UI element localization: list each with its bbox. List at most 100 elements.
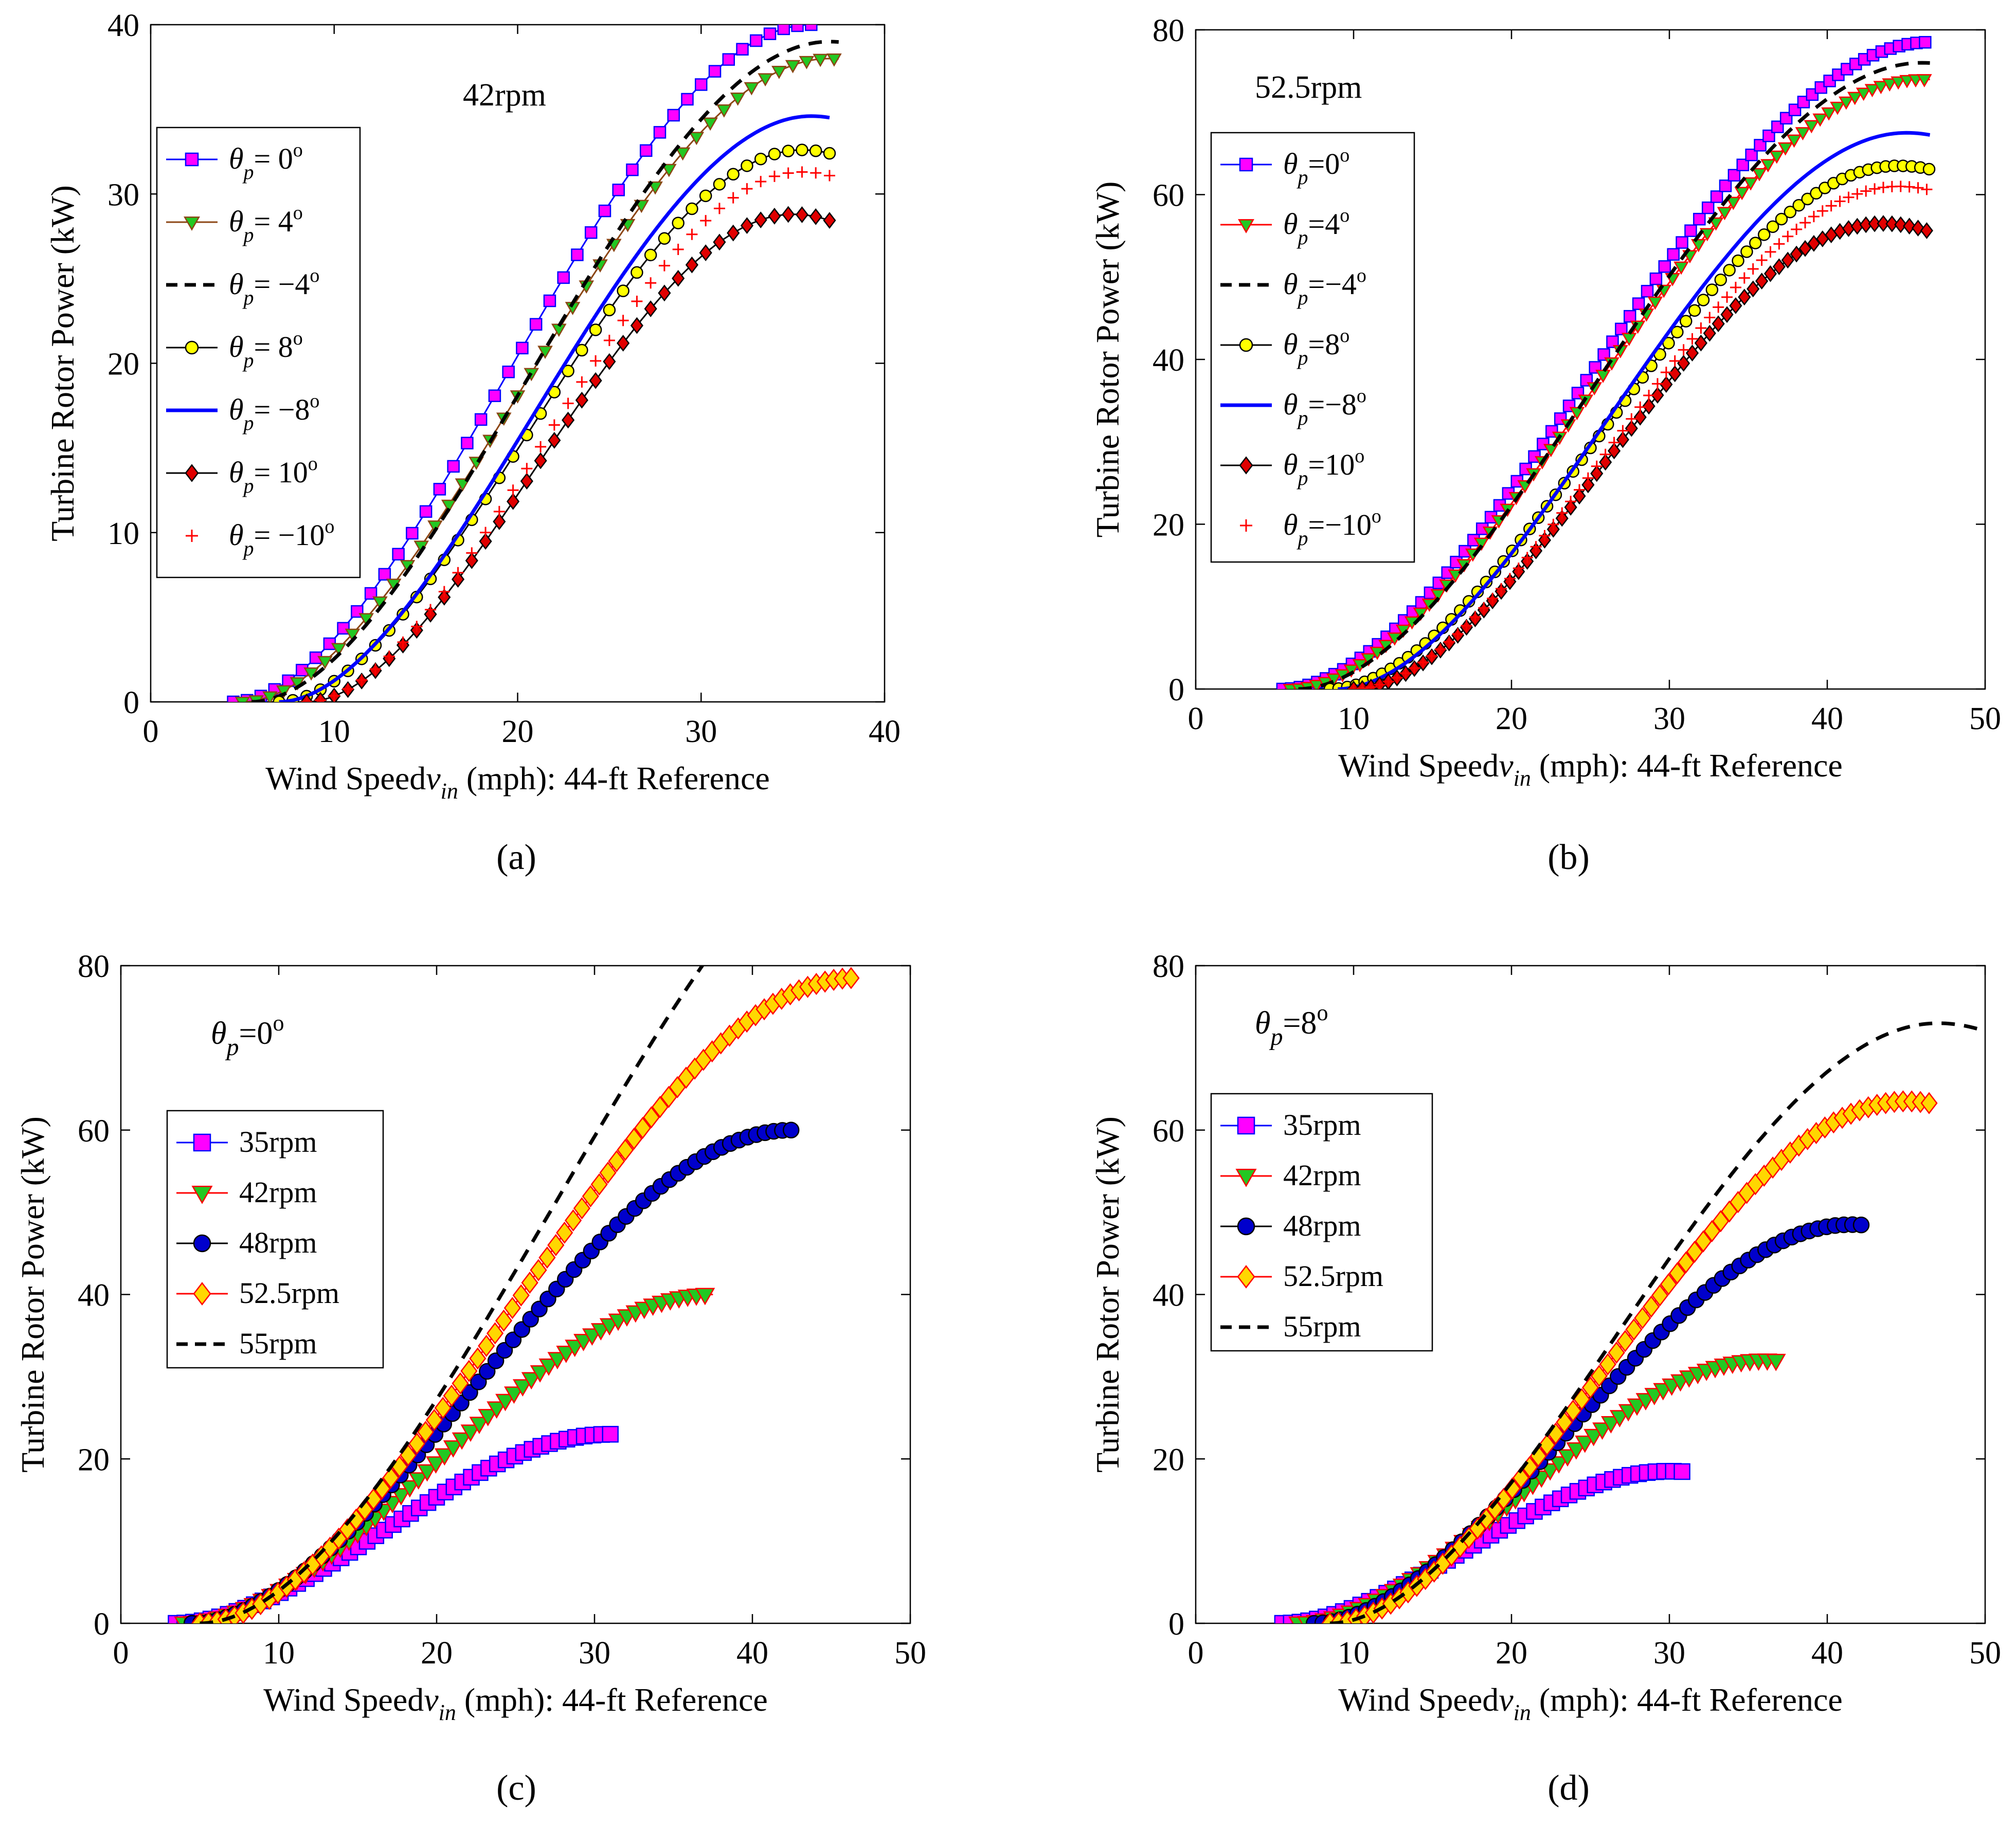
- annotation-symbol: θ: [211, 1016, 226, 1051]
- data-point: [1843, 191, 1855, 203]
- data-point: [598, 204, 611, 218]
- series-line: [251, 40, 839, 702]
- data-point: [314, 694, 326, 702]
- data-point: [1642, 397, 1655, 415]
- data-point: [487, 1401, 507, 1419]
- legend-item: 55rpm: [1220, 1310, 1361, 1343]
- legend-value: =4: [1308, 207, 1340, 241]
- data-point: [1473, 537, 1489, 551]
- legend-label: 48rpm: [239, 1226, 317, 1259]
- annotation-symbol: θ: [1255, 1006, 1270, 1041]
- data-point: [521, 463, 533, 475]
- data-point: [1669, 355, 1681, 367]
- subfigure-caption: (d): [1547, 1768, 1590, 1808]
- data-point: [658, 260, 670, 271]
- data-point: [557, 271, 570, 284]
- data-point: [1343, 664, 1359, 678]
- data-point: [562, 411, 575, 429]
- legend-item: 42rpm: [1220, 1158, 1361, 1192]
- data-point: [460, 1360, 478, 1382]
- data-point: [1705, 283, 1719, 296]
- data-point: [1417, 657, 1429, 668]
- data-point: [1671, 325, 1684, 339]
- data-point: [1834, 195, 1846, 207]
- data-point: [1487, 592, 1499, 604]
- legend-sub: p: [1297, 286, 1308, 309]
- legend-marker: [184, 216, 200, 231]
- data-point: [653, 126, 667, 139]
- data-point: [651, 1096, 669, 1118]
- data-point: [1616, 1330, 1634, 1352]
- data-point: [1581, 1377, 1599, 1399]
- data-point: [465, 552, 478, 569]
- data-point: [1649, 272, 1663, 285]
- data-point: [1609, 1410, 1630, 1427]
- data-point: [507, 484, 519, 496]
- data-point: [461, 437, 474, 449]
- data-point: [1773, 238, 1785, 250]
- data-point: [695, 1288, 715, 1306]
- data-point: [521, 1272, 538, 1294]
- data-point: [1730, 281, 1741, 293]
- x-axis-label-rest: (mph): 44-ft Reference: [1531, 747, 1843, 784]
- legend-item: θp= 8o: [166, 328, 303, 372]
- data-point: [1549, 1456, 1569, 1474]
- y-tick-label: 0: [94, 1607, 110, 1642]
- data-point: [397, 636, 409, 648]
- data-point: [755, 176, 767, 188]
- data-point: [1591, 460, 1603, 472]
- data-point: [495, 1393, 515, 1411]
- data-point: [1356, 682, 1368, 689]
- data-point: [785, 60, 801, 74]
- y-tick-label: 0: [1168, 673, 1184, 708]
- data-point: [1686, 1240, 1703, 1263]
- data-point: [754, 152, 767, 166]
- legend-value: 42rpm: [239, 1175, 317, 1209]
- chart-b: 0 10 20 30 40 50 0 20 40 60 80 Wind Speedvin (mph):…: [1089, 13, 2001, 877]
- data-point: [1582, 472, 1594, 484]
- data-point: [782, 206, 795, 223]
- data-point: [548, 419, 560, 431]
- data-point: [602, 1426, 619, 1443]
- legend-marker: [1239, 157, 1253, 172]
- data-point: [589, 372, 602, 389]
- data-point: [823, 170, 835, 182]
- data-point: [1634, 1307, 1651, 1329]
- data-point: [639, 144, 653, 157]
- data-point: [1647, 296, 1663, 310]
- data-point: [345, 628, 361, 642]
- legend-item: θp=4o: [1220, 205, 1349, 249]
- legend-sup: o: [325, 516, 334, 537]
- data-point: [1615, 322, 1628, 336]
- x-axis-label-rest: (mph): 44-ft Reference: [456, 1681, 768, 1718]
- data-point: [1864, 84, 1880, 98]
- legend-item: 48rpm: [1220, 1209, 1361, 1242]
- data-point: [758, 73, 773, 87]
- data-point: [1756, 255, 1768, 266]
- data-point: [590, 1173, 608, 1196]
- y-tick-label: 60: [1153, 178, 1184, 213]
- annotation-sub: p: [1269, 1023, 1283, 1051]
- x-tick-label: 20: [421, 1636, 453, 1671]
- x-axis-label-sub: in: [1514, 1700, 1531, 1725]
- data-point: [744, 82, 760, 96]
- data-point: [617, 315, 629, 327]
- data-point: [469, 1417, 490, 1434]
- legend-label: 35rpm: [239, 1125, 317, 1158]
- data-point: [681, 93, 694, 106]
- data-point: [1703, 324, 1716, 342]
- data-point: [1766, 220, 1779, 233]
- legend-sub: p: [242, 160, 254, 184]
- legend-sub: p: [242, 474, 254, 497]
- legend-sup: o: [1357, 385, 1366, 407]
- data-point: [1757, 228, 1771, 241]
- data-point: [813, 53, 828, 67]
- series-4: [1323, 159, 1936, 689]
- data-point: [417, 1421, 435, 1443]
- legend-marker: [185, 340, 199, 355]
- data-point: [535, 441, 547, 452]
- series-7: [301, 166, 835, 702]
- data-point: [469, 1347, 487, 1370]
- data-point: [703, 117, 718, 131]
